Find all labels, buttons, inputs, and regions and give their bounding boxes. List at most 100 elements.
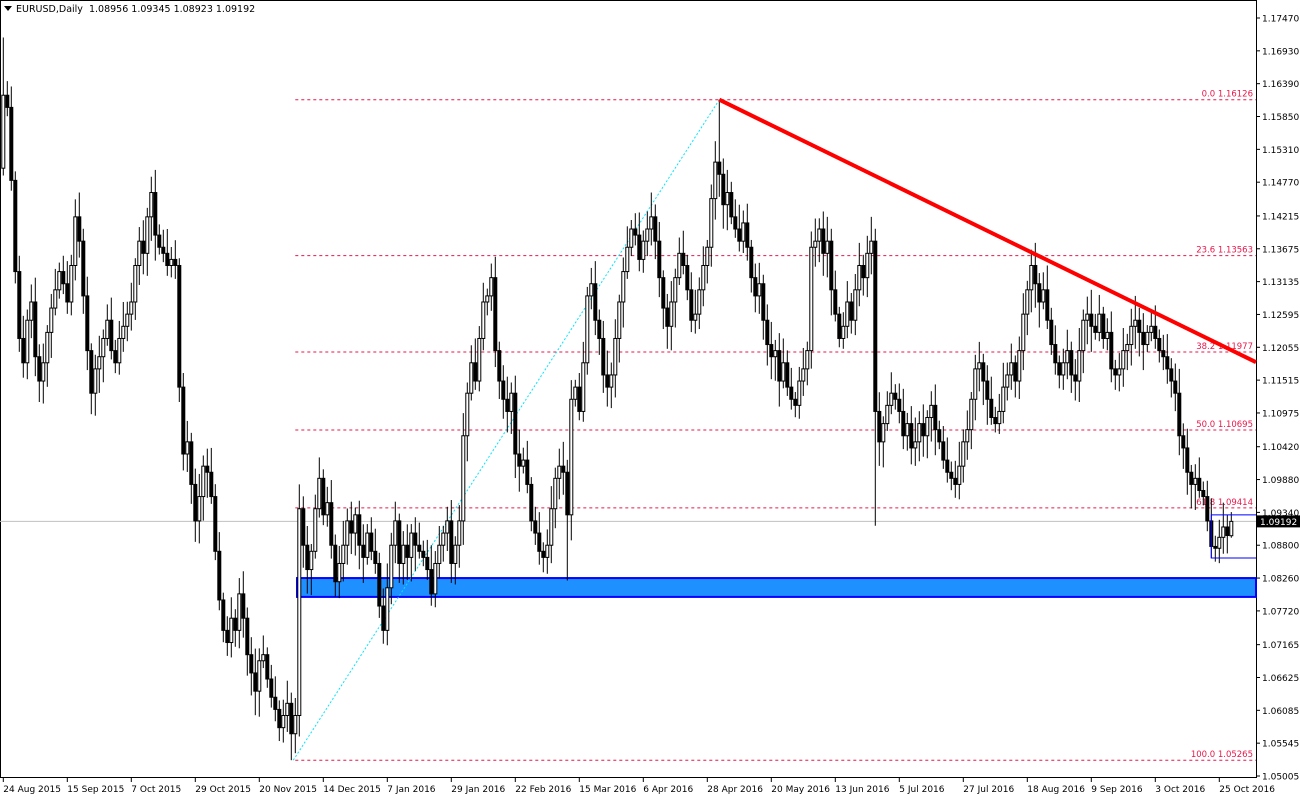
bear-candle[interactable] — [9, 106, 14, 181]
bear-candle[interactable] — [217, 550, 222, 601]
bear-candle[interactable] — [233, 617, 238, 631]
bear-candle[interactable] — [945, 459, 950, 473]
bear-candle[interactable] — [861, 264, 866, 279]
bear-candle[interactable] — [161, 246, 166, 254]
bull-candle[interactable] — [853, 289, 858, 321]
bull-candle[interactable] — [293, 714, 298, 735]
bull-candle[interactable] — [881, 423, 886, 443]
bull-candle[interactable] — [573, 386, 578, 400]
bear-candle[interactable] — [493, 277, 498, 352]
bear-candle[interactable] — [1165, 356, 1170, 370]
bear-candle[interactable] — [209, 471, 214, 498]
bear-candle[interactable] — [81, 240, 86, 297]
bull-candle[interactable] — [145, 216, 150, 254]
bull-candle[interactable] — [465, 392, 470, 437]
bull-candle[interactable] — [825, 240, 830, 254]
bear-candle[interactable] — [425, 556, 430, 571]
bear-candle[interactable] — [1181, 435, 1186, 449]
bull-candle[interactable] — [45, 331, 50, 364]
bear-candle[interactable] — [785, 362, 790, 388]
bear-candle[interactable] — [921, 423, 926, 437]
bear-candle[interactable] — [221, 599, 226, 631]
bear-candle[interactable] — [877, 410, 882, 443]
bull-candle[interactable] — [1029, 264, 1034, 291]
bear-candle[interactable] — [665, 307, 670, 327]
bear-candle[interactable] — [273, 696, 278, 710]
bull-candle[interactable] — [845, 301, 850, 327]
support-zone[interactable] — [296, 577, 1257, 598]
dropdown-triangle-icon[interactable] — [4, 6, 12, 11]
bull-candle[interactable] — [69, 264, 74, 303]
bear-candle[interactable] — [1225, 526, 1230, 536]
bull-candle[interactable] — [49, 307, 54, 333]
bear-candle[interactable] — [1013, 362, 1018, 382]
bear-candle[interactable] — [153, 192, 158, 236]
bear-candle[interactable] — [753, 277, 758, 297]
bear-candle[interactable] — [5, 94, 10, 108]
bull-candle[interactable] — [281, 714, 286, 729]
bear-candle[interactable] — [157, 234, 162, 248]
bull-candle[interactable] — [781, 362, 786, 382]
bear-candle[interactable] — [213, 496, 218, 552]
bull-candle[interactable] — [73, 216, 78, 266]
bull-candle[interactable] — [169, 258, 174, 266]
bull-candle[interactable] — [521, 459, 526, 467]
bear-candle[interactable] — [909, 423, 914, 449]
bull-candle[interactable] — [549, 508, 554, 546]
bull-candle[interactable] — [965, 429, 970, 443]
bull-candle[interactable] — [1041, 289, 1046, 303]
bull-candle[interactable] — [1125, 344, 1130, 352]
bull-candle[interactable] — [229, 617, 234, 644]
bear-candle[interactable] — [65, 283, 70, 303]
bear-candle[interactable] — [321, 477, 326, 516]
bull-candle[interactable] — [621, 271, 626, 303]
bull-candle[interactable] — [441, 532, 446, 546]
bull-candle[interactable] — [453, 544, 458, 564]
bear-candle[interactable] — [1153, 325, 1158, 339]
bear-candle[interactable] — [761, 283, 766, 321]
bear-candle[interactable] — [333, 544, 338, 583]
bear-candle[interactable] — [85, 295, 90, 352]
bull-candle[interactable] — [869, 240, 874, 254]
bull-candle[interactable] — [1193, 477, 1198, 485]
bull-candle[interactable] — [485, 295, 490, 303]
bull-candle[interactable] — [1025, 289, 1030, 315]
bear-candle[interactable] — [181, 386, 186, 455]
bull-candle[interactable] — [93, 368, 98, 394]
bull-candle[interactable] — [509, 392, 514, 412]
bear-candle[interactable] — [449, 520, 454, 564]
bull-candle[interactable] — [97, 356, 102, 370]
bull-candle[interactable] — [589, 283, 594, 297]
bull-candle[interactable] — [613, 337, 618, 376]
bull-candle[interactable] — [1097, 313, 1102, 333]
bull-candle[interactable] — [201, 465, 206, 498]
bull-candle[interactable] — [677, 252, 682, 279]
bear-candle[interactable] — [937, 429, 942, 443]
bull-candle[interactable] — [137, 240, 142, 266]
bear-candle[interactable] — [597, 319, 602, 339]
bear-candle[interactable] — [33, 301, 38, 358]
bull-candle[interactable] — [625, 246, 630, 273]
bull-candle[interactable] — [1221, 526, 1226, 538]
bull-candle[interactable] — [961, 441, 966, 467]
bear-candle[interactable] — [1033, 264, 1038, 285]
bull-candle[interactable] — [617, 301, 622, 339]
bear-candle[interactable] — [657, 240, 662, 279]
bull-candle[interactable] — [1021, 313, 1026, 352]
bull-candle[interactable] — [393, 520, 398, 546]
bull-candle[interactable] — [1105, 331, 1110, 339]
bear-candle[interactable] — [13, 179, 18, 273]
bull-candle[interactable] — [469, 362, 474, 394]
bear-candle[interactable] — [729, 192, 734, 218]
bear-candle[interactable] — [721, 173, 726, 206]
bear-candle[interactable] — [241, 593, 246, 619]
bull-candle[interactable] — [1117, 368, 1122, 376]
bull-candle[interactable] — [341, 544, 346, 564]
bear-candle[interactable] — [633, 228, 638, 236]
fib-retracement-diagonal[interactable] — [292, 99, 720, 761]
bear-candle[interactable] — [289, 702, 294, 735]
bear-candle[interactable] — [1101, 313, 1106, 339]
bull-candle[interactable] — [1009, 362, 1014, 376]
bull-candle[interactable] — [705, 246, 710, 266]
bear-candle[interactable] — [109, 319, 114, 352]
